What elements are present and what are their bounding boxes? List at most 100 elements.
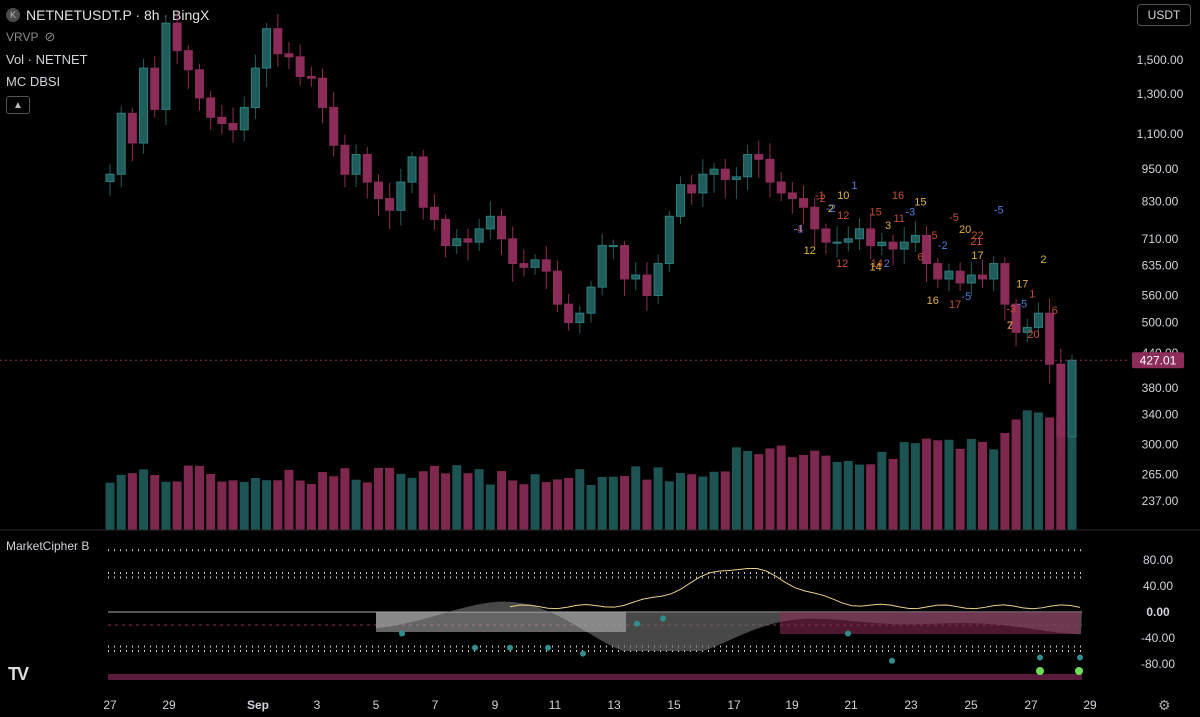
volume-bar (653, 467, 663, 530)
candle-body (799, 198, 809, 208)
volume-bar (978, 441, 988, 530)
candle-body (620, 245, 630, 280)
volume-bar (1067, 422, 1077, 530)
price-tick-label: 710.00 (1142, 232, 1179, 246)
volume-bar (150, 475, 160, 530)
candle-body (564, 303, 574, 324)
candle-body (407, 156, 417, 183)
candle-body (754, 154, 764, 160)
time-axis: 27 29 Sep 3 5 7 9 11 13 15 17 19 21 23 25 27 29 (103, 698, 1097, 712)
candle-body (183, 50, 193, 71)
candle-body (687, 184, 697, 194)
candle-body (452, 238, 462, 247)
time-tick-label: 3 (314, 698, 321, 712)
annotation-red: 14 (871, 258, 883, 270)
wave-dot (889, 657, 895, 664)
volume-bar (508, 480, 518, 530)
candle-body (810, 206, 820, 230)
candle-body (1056, 363, 1066, 438)
candle-body (340, 144, 350, 175)
candle-body (194, 69, 204, 99)
candle-body (743, 154, 753, 178)
volume-bar (787, 457, 797, 530)
time-tick-label: 13 (607, 698, 621, 712)
candle-body (731, 176, 741, 180)
candle-body (139, 67, 149, 144)
volume-bar (217, 481, 227, 530)
volume-bar (810, 450, 820, 530)
symbol-row[interactable]: K NETNETUSDT.P · 8h · BingX (6, 4, 209, 26)
volume-bar (664, 481, 674, 530)
buy-signal-dot (1075, 667, 1083, 675)
currency-selector[interactable]: USDT (1137, 4, 1191, 26)
annotation-red: 11 (893, 213, 904, 225)
volume-bar (933, 440, 943, 530)
candle-body (899, 241, 909, 250)
volume-bar (910, 443, 920, 530)
volume-bar (318, 472, 328, 530)
volume-bar (1045, 417, 1055, 530)
price-tick-label: 1,100.00 (1137, 127, 1184, 141)
price-tick-label: 830.00 (1142, 194, 1179, 208)
annotation-orange: 15 (914, 196, 926, 208)
candle-body (217, 116, 227, 125)
volume-bar (709, 471, 719, 530)
volume-bar (1022, 410, 1032, 530)
volume-bar (799, 454, 809, 530)
price-tick-label: 265.00 (1142, 467, 1179, 481)
volume-bar (441, 473, 451, 530)
annotation-red: 16 (892, 190, 904, 202)
volume-bar (396, 473, 406, 530)
annotation-red: 12 (837, 210, 849, 222)
annotation-blue: 2 (884, 258, 890, 270)
annotation-red: -1 (815, 190, 825, 202)
annotation-blue: -5 (961, 291, 971, 303)
chevron-up-icon[interactable]: ▲ (6, 96, 30, 114)
indicator-volume[interactable]: Vol · NETNET (6, 48, 209, 70)
candle-body (1000, 263, 1010, 305)
candle-body (664, 215, 674, 265)
wave-dot (580, 650, 586, 657)
money-flow-area (780, 612, 1080, 634)
time-tick-label: 15 (667, 698, 681, 712)
time-tick-label: 17 (727, 698, 741, 712)
volume-bar (1033, 412, 1043, 530)
candle-body (1011, 303, 1021, 333)
volume-bar (373, 467, 383, 530)
wave-dot (845, 630, 851, 637)
time-tick-label: 29 (1083, 698, 1097, 712)
candle-body (284, 53, 294, 58)
price-tick-label: 1,300.00 (1137, 87, 1184, 101)
candle-body (933, 263, 943, 280)
volume-bar (497, 471, 507, 530)
annotation-orange: 17 (1016, 278, 1028, 290)
candle-body (821, 228, 831, 243)
candle-body (1022, 326, 1032, 333)
volume-bar (765, 448, 775, 530)
candles (105, 11, 1077, 455)
candle-body (832, 241, 842, 244)
volume-bar (183, 465, 193, 530)
symbol-title[interactable]: NETNETUSDT.P · 8h · BingX (26, 7, 210, 23)
annotation-red: 2 (1007, 320, 1013, 332)
candle-body (944, 270, 954, 280)
volume-bar (362, 482, 372, 530)
volume-bar (139, 469, 149, 530)
time-tick-label: 27 (103, 698, 117, 712)
tradingview-logo[interactable]: TV (8, 664, 29, 684)
indicator-label: VRVP (6, 30, 39, 44)
lower-axis-label: 0.00 (1146, 605, 1170, 619)
eye-crossed-icon[interactable]: ⊘ (44, 29, 56, 44)
candle-body (653, 263, 663, 296)
candle-body (709, 168, 719, 175)
annotation-orange: 12 (804, 245, 816, 257)
volume-bar (843, 460, 853, 530)
candle-body (978, 274, 988, 280)
candle-body (1045, 312, 1055, 365)
indicator-mc-dbsi[interactable]: MC DBSI (6, 70, 209, 92)
gear-icon[interactable]: ⚙ (1158, 697, 1171, 713)
candle-body (318, 77, 328, 108)
candle-body (105, 173, 115, 183)
indicator-vrvp[interactable]: VRVP ⊘ (6, 26, 209, 48)
